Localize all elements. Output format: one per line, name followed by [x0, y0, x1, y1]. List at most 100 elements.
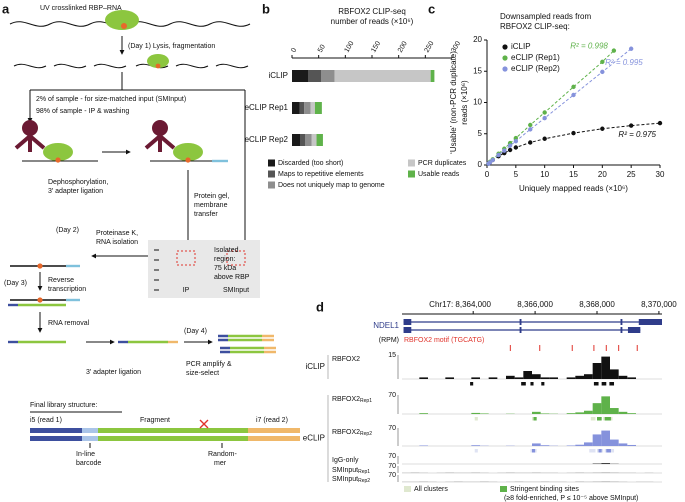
track-name-sub: Rep1: [360, 398, 372, 404]
point: [600, 126, 605, 131]
track-name-main: RBFOX2: [332, 356, 360, 363]
track-ymax: 70: [388, 472, 396, 479]
point: [496, 152, 501, 158]
chromosome-label: Chr17:: [429, 300, 453, 309]
diagram-shape: [152, 120, 168, 136]
cluster: [601, 382, 607, 386]
legend-marker: [502, 66, 508, 72]
x-tick-label: 15: [569, 170, 578, 179]
cluster: [474, 449, 478, 453]
legend-note: (≥8 fold-enriched, P ≤ 10⁻⁵ above SMInpu…: [504, 495, 638, 502]
legend-label: eCLIP (Rep1): [511, 53, 560, 62]
coverage-bar: [618, 411, 628, 414]
coverage-bar: [575, 444, 584, 446]
track-ymax: 15: [388, 352, 396, 359]
coverage-bar: [566, 413, 576, 414]
diagram-text: i5 (read 1): [30, 417, 62, 424]
diagram-text: Protein gel,: [194, 193, 229, 200]
stringent-site: [604, 417, 611, 421]
coverage-bar: [610, 369, 619, 379]
diagram-shape: [13, 63, 249, 69]
stringent-site: [533, 417, 537, 421]
panel-label: c: [428, 1, 435, 16]
legend-label: PCR duplicates: [418, 160, 467, 167]
bar-segment: [430, 70, 435, 82]
chart-title: RBFOX2 CLIP-seq:: [500, 22, 570, 31]
cluster: [609, 382, 615, 386]
track-name-main: RBFOX2: [332, 429, 360, 436]
coordinate-label: 8,368,000: [579, 300, 615, 309]
coordinate-label: 8,364,000: [455, 300, 491, 309]
coverage-bar: [471, 445, 480, 446]
diagram-text: Dephosphorylation,: [48, 179, 108, 186]
point: [542, 136, 547, 141]
bar-segment: [321, 70, 335, 82]
x-tick-label: 150: [370, 40, 382, 54]
legend-marker: [502, 55, 508, 61]
diagram-shape: [248, 436, 300, 441]
diagram-shape: [43, 143, 73, 161]
legend-label: eCLIP (Rep2): [511, 64, 560, 73]
coverage-bar: [471, 377, 480, 379]
track-name: RBFOX2: [332, 356, 360, 363]
coverage-bar: [532, 443, 541, 446]
point: [571, 130, 576, 136]
coverage-bar: [601, 463, 610, 464]
legend-label: Usable reads: [418, 171, 460, 178]
diagram-text: UV crosslinked RBP–RNA: [40, 5, 122, 12]
coverage-bar: [601, 430, 610, 446]
coverage-bar: [540, 377, 550, 379]
bar-segment: [292, 134, 300, 146]
diagram-text: RNA removal: [48, 320, 90, 327]
diagram-shape: [155, 63, 161, 69]
coverage-bar: [445, 377, 454, 379]
y-axis-label: reads (×10⁶): [460, 80, 469, 125]
point: [507, 147, 513, 153]
cluster: [593, 382, 599, 386]
panel-label: b: [262, 1, 270, 16]
diagram-shape: [98, 436, 248, 441]
diagram-text: above RBP: [214, 274, 250, 281]
point: [528, 140, 533, 145]
x-tick-label: 10: [540, 170, 549, 179]
fit-line: [488, 122, 661, 165]
legend-swatch: [408, 159, 415, 167]
diagram-shape: [37, 297, 43, 303]
legend-label: Maps to repetitive elements: [278, 171, 364, 178]
track-name-main: SMInput: [332, 467, 358, 474]
track-name: SMInputRep1: [332, 467, 370, 475]
coverage-bar: [592, 434, 602, 446]
coordinate-label: 8,370,000: [641, 300, 677, 309]
diagram-shape: [82, 428, 98, 433]
coverage-bar: [601, 356, 610, 379]
panel-a-drawing: [8, 10, 300, 448]
point: [571, 84, 576, 90]
cluster: [521, 382, 526, 386]
point: [542, 115, 547, 121]
bar-segment: [334, 70, 431, 82]
exon: [519, 319, 522, 325]
x-tick-label: 250: [424, 40, 436, 54]
coverage-bar: [618, 443, 628, 446]
cluster: [541, 382, 545, 386]
coverage-bar: [471, 412, 480, 414]
point: [628, 46, 634, 51]
bar-segment: [292, 102, 300, 114]
point: [490, 157, 495, 163]
diagram-text: (Day 1) Lysis, fragmentation: [128, 43, 215, 50]
exon: [627, 327, 641, 333]
lane-label: IP: [183, 287, 190, 294]
bar-segment: [308, 70, 322, 82]
diagram-shape: [228, 334, 262, 342]
diagram-text: Isolated: [214, 247, 239, 254]
diagram-text: 75 kDa: [214, 265, 236, 272]
coverage-bar: [480, 413, 489, 414]
fit-label: R² = 0.995: [605, 58, 643, 67]
x-tick-label: 20: [598, 170, 607, 179]
legend-label: Discarded (too short): [278, 160, 343, 167]
diagram-text: (Day 4): [184, 328, 207, 335]
point: [611, 48, 617, 53]
coverage-bar: [566, 445, 576, 446]
diagram-shape: [176, 250, 196, 266]
bar-segment: [314, 102, 322, 114]
